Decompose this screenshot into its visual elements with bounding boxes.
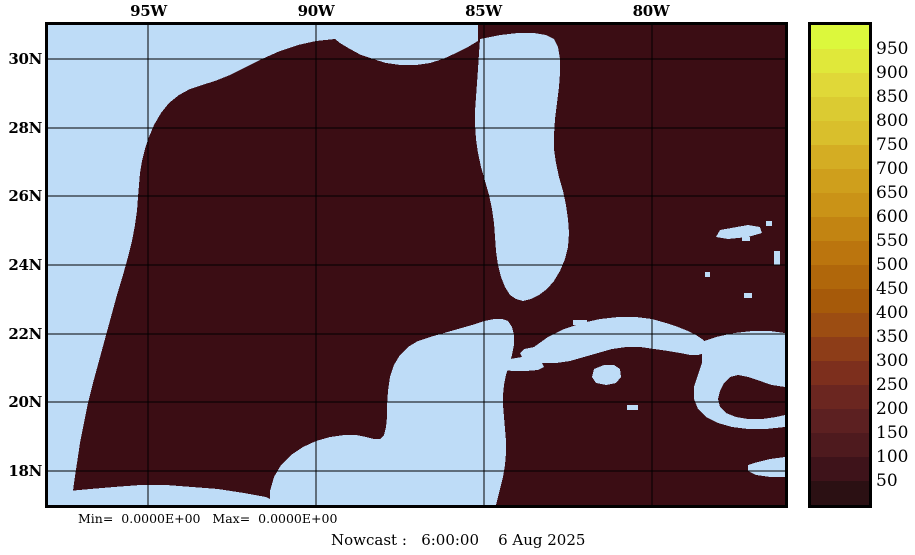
lat-tick-label-1: 28N — [8, 118, 42, 137]
min-max-readout: Min= 0.0000E+00 Max= 0.0000E+00 — [78, 511, 338, 526]
colorbar-band-4 — [811, 121, 869, 145]
colorbar-band-3 — [811, 97, 869, 121]
colorbar-label-100: 100 — [876, 447, 909, 467]
colorbar-label-450: 450 — [876, 279, 909, 299]
lon-tick-label-0: 95W — [130, 2, 167, 20]
colorbar-label-800: 800 — [876, 111, 909, 131]
lat-tick-label-0: 30N — [8, 50, 42, 69]
colorbar-band-18 — [811, 457, 869, 481]
colorbar-label-550: 550 — [876, 231, 909, 251]
colorbar-label-250: 250 — [876, 375, 909, 395]
colorbar-label-350: 350 — [876, 327, 909, 347]
lon-tick-label-3: 80W — [632, 2, 670, 20]
colorbar-label-400: 400 — [876, 303, 909, 323]
colorbar-band-8 — [811, 217, 869, 241]
lat-tick-label-3: 24N — [8, 256, 42, 274]
map-geography — [48, 25, 785, 505]
lon-tick-label-1: 90W — [297, 2, 335, 20]
colorbar-label-650: 650 — [876, 183, 909, 203]
colorbar-band-16 — [811, 409, 869, 433]
colorbar-label-750: 750 — [876, 135, 909, 155]
colorbar-band-19 — [811, 481, 869, 505]
lat-tick-label-4: 22N — [8, 324, 42, 343]
colorbar-band-1 — [811, 49, 869, 73]
colorbar-band-7 — [811, 193, 869, 217]
map-plot-area[interactable] — [45, 22, 788, 508]
colorbar-label-850: 850 — [876, 87, 909, 107]
colorbar-label-950: 950 — [876, 39, 909, 59]
colorbar-label-700: 700 — [876, 159, 909, 179]
colorbar-band-0 — [811, 25, 869, 49]
colorbar-label-900: 900 — [876, 63, 909, 83]
colorbar-band-11 — [811, 289, 869, 313]
colorbar-band-14 — [811, 361, 869, 385]
colorbar-band-5 — [811, 145, 869, 169]
colorbar-label-50: 50 — [876, 471, 898, 491]
lat-tick-label-5: 20N — [8, 393, 42, 412]
colorbar-tick-labels: 950 900 850 800 750 700 650 600 550 500 450 400 350 3… — [876, 22, 915, 508]
colorbar-label-300: 300 — [876, 351, 909, 371]
latitude-axis: 30N 28N 26N 24N 22N 20N 18N — [0, 0, 42, 555]
lat-tick-label-2: 26N — [8, 187, 42, 206]
colorbar-band-17 — [811, 433, 869, 457]
colorbar-band-10 — [811, 265, 869, 289]
nowcast-timestamp: Nowcast : 6:00:00 6 Aug 2025 — [331, 531, 586, 549]
colorbar — [808, 22, 872, 508]
colorbar-band-15 — [811, 385, 869, 409]
colorbar-label-500: 500 — [876, 255, 909, 275]
lat-tick-label-6: 18N — [8, 461, 42, 480]
colorbar-band-12 — [811, 313, 869, 337]
colorbar-band-6 — [811, 169, 869, 193]
colorbar-band-9 — [811, 241, 869, 265]
lon-tick-label-2: 85W — [465, 2, 502, 20]
colorbar-band-2 — [811, 73, 869, 97]
colorbar-band-13 — [811, 337, 869, 361]
colorbar-label-200: 200 — [876, 399, 909, 419]
colorbar-label-600: 600 — [876, 207, 909, 227]
colorbar-label-150: 150 — [876, 423, 909, 443]
